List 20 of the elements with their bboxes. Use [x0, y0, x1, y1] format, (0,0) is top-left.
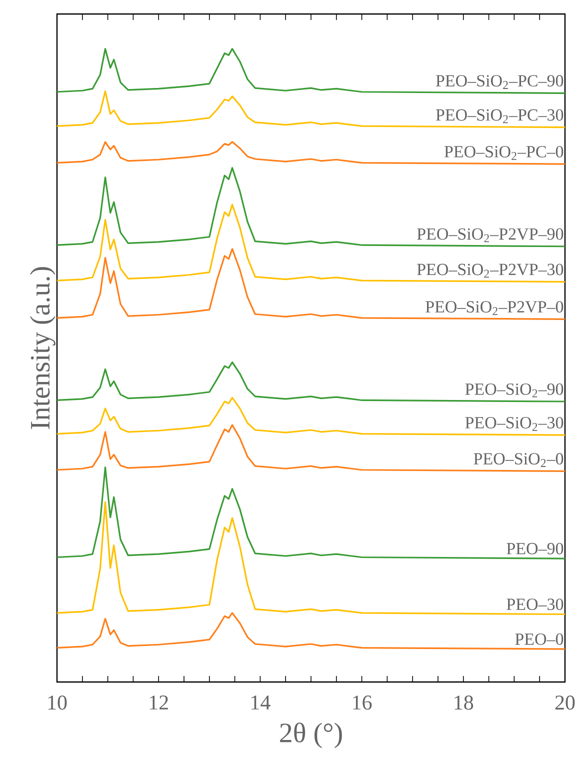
y-axis-title: Intensity (a.u.)	[30, 267, 56, 430]
series-label: PEO–90	[506, 542, 564, 554]
series-label: PEO–SiO$_{2}$–P2VP–0	[426, 301, 564, 315]
series-label: PEO–SiO$_{2}$–0	[474, 453, 564, 467]
series-label: PEO–SiO$_{2}$–PC–0	[444, 146, 564, 160]
x-axis-title: 2θ (°)	[280, 722, 342, 748]
x-tick-label: 12	[150, 696, 168, 710]
series-label: PEO–0	[515, 633, 564, 645]
series-label: PEO–SiO$_{2}$–P2VP–30	[417, 264, 564, 278]
x-tick-label: 20	[555, 696, 575, 710]
x-tick-label: 18	[454, 696, 474, 710]
series-label: PEO–SiO$_{2}$–PC–90	[436, 75, 564, 89]
series-label: PEO–SiO$_{2}$–P2VP–90	[417, 228, 564, 242]
series-label: PEO–SiO$_{2}$–30	[465, 416, 564, 431]
x-tick-label: 16	[353, 696, 372, 710]
series-label: PEO–30	[506, 598, 564, 610]
x-tick-label: 14	[252, 696, 270, 710]
series-label: PEO–SiO$_{2}$–PC–30	[436, 109, 564, 124]
x-tick-label: 10	[48, 696, 67, 710]
series-label: PEO–SiO$_{2}$–90	[465, 383, 564, 398]
